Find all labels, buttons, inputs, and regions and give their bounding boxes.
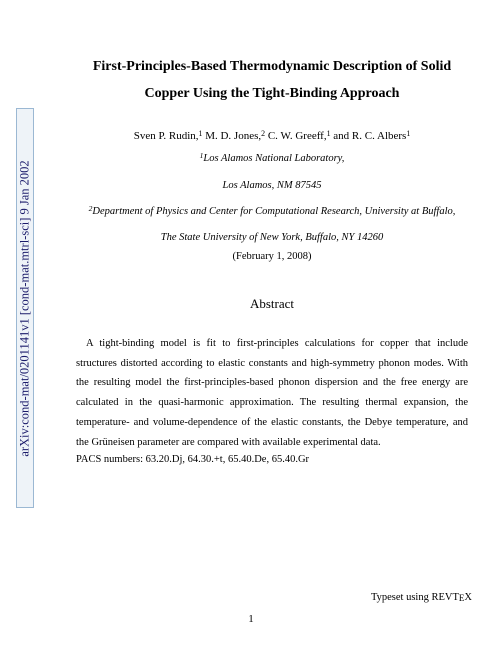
date: (February 1, 2008) xyxy=(72,251,472,262)
typeset-note: Typeset using REVTEX xyxy=(371,592,472,603)
paper-title: First-Principles-Based Thermodynamic Des… xyxy=(72,54,472,107)
typeset-x: X xyxy=(464,592,472,603)
abstract-heading: Abstract xyxy=(72,296,472,312)
affiliation-1: 1Los Alamos National Laboratory, xyxy=(72,149,472,168)
abstract-body: A tight-binding model is fit to first-pr… xyxy=(72,334,472,452)
affiliation-1b: Los Alamos, NM 87545 xyxy=(72,176,472,195)
authors: Sven P. Rudin,1 M. D. Jones,2 C. W. Gree… xyxy=(72,129,472,142)
title-line-2: Copper Using the Tight-Binding Approach xyxy=(145,86,400,101)
arxiv-sidebar: arXiv:cond-mat/0201141v1 [cond-mat.mtrl-… xyxy=(16,108,34,508)
pacs-numbers: PACS numbers: 63.20.Dj, 64.30.+t, 65.40.… xyxy=(72,454,472,465)
paper-content: First-Principles-Based Thermodynamic Des… xyxy=(72,54,472,465)
typeset-prefix: Typeset using REVT xyxy=(371,592,459,603)
page-number: 1 xyxy=(0,613,502,625)
affiliation-2: 2Department of Physics and Center for Co… xyxy=(72,202,472,221)
affiliation-2b: The State University of New York, Buffal… xyxy=(72,228,472,247)
title-line-1: First-Principles-Based Thermodynamic Des… xyxy=(93,59,451,74)
arxiv-id: arXiv:cond-mat/0201141v1 [cond-mat.mtrl-… xyxy=(18,160,33,456)
